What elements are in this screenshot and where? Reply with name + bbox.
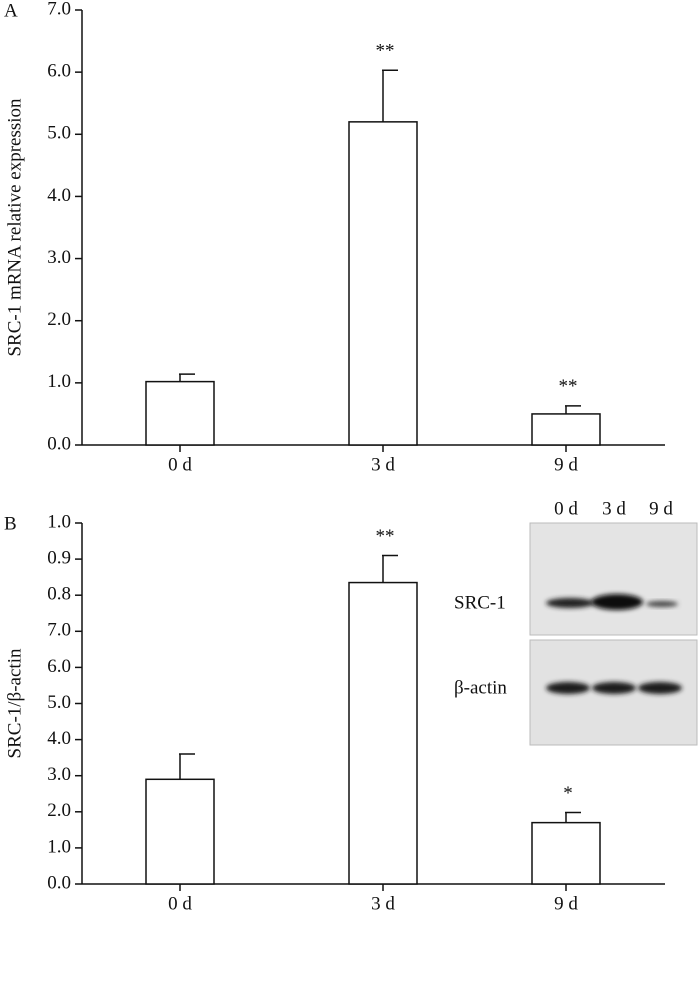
- y-tick-label: 2.0: [47, 800, 71, 821]
- bar: [348, 121, 418, 446]
- y-tick-label: 2.0: [47, 309, 71, 330]
- row-label: β-actin: [454, 677, 507, 698]
- y-tick-label: 7.0: [47, 620, 71, 641]
- y-tick-label: 0.8: [47, 584, 71, 605]
- y-tick-label: 4.0: [47, 728, 71, 749]
- y-tick-label: 4.0: [47, 185, 71, 206]
- bar: [531, 413, 601, 446]
- x-tick-label: 3 d: [371, 454, 395, 475]
- row-label: SRC-1: [454, 592, 506, 613]
- y-tick-label: 6.0: [47, 656, 71, 677]
- error-bar: [565, 811, 581, 823]
- y-tick-label: 1.0: [47, 511, 71, 532]
- x-tick-label: 9 d: [554, 454, 578, 475]
- annotation: **: [376, 526, 395, 547]
- annotation: *: [563, 783, 573, 804]
- error-bar: [179, 373, 195, 382]
- band: [592, 682, 636, 694]
- lane-label: 3 d: [602, 498, 626, 519]
- band: [646, 601, 678, 607]
- annotation: **: [376, 41, 395, 62]
- y-tick-label: 3.0: [47, 247, 71, 268]
- y-tick-label: 3.0: [47, 764, 71, 785]
- bar: [348, 581, 418, 885]
- y-tick-label: 5.0: [47, 123, 71, 144]
- x-tick-label: 0 d: [168, 454, 192, 475]
- error-bar: [382, 69, 398, 122]
- error-bar: [565, 405, 581, 414]
- blot-panel: [529, 522, 698, 636]
- error-bar: [382, 554, 398, 583]
- y-tick-label: 1.0: [47, 836, 71, 857]
- y-tick-label: 5.0: [47, 692, 71, 713]
- band: [591, 594, 643, 610]
- annotation: **: [559, 376, 578, 397]
- y-tick-label: 0.9: [47, 547, 71, 568]
- panel-label: A: [4, 0, 18, 21]
- x-tick-label: 0 d: [168, 893, 192, 914]
- y-axis-label: SRC-1/β-actin: [4, 648, 25, 758]
- band: [546, 598, 594, 608]
- x-tick-label: 3 d: [371, 893, 395, 914]
- x-tick-label: 9 d: [554, 893, 578, 914]
- y-tick-label: 0.0: [47, 872, 71, 893]
- bar: [145, 380, 215, 446]
- band: [546, 682, 590, 694]
- bar: [531, 821, 601, 885]
- y-tick-label: 1.0: [47, 371, 71, 392]
- lane-label: 9 d: [649, 498, 673, 519]
- panel-label: B: [4, 513, 17, 534]
- band: [638, 682, 682, 694]
- blot: [529, 522, 698, 746]
- y-axis-label: SRC-1 mRNA relative expression: [4, 98, 25, 357]
- y-tick-label: 7.0: [47, 0, 71, 19]
- bar: [145, 778, 215, 885]
- lane-label: 0 d: [554, 498, 578, 519]
- error-bar: [179, 753, 195, 780]
- y-tick-label: 0.0: [47, 433, 71, 454]
- y-tick-label: 6.0: [47, 61, 71, 82]
